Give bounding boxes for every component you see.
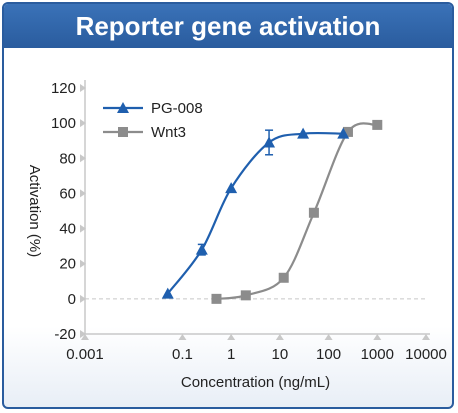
legend-marker bbox=[118, 127, 128, 137]
y-tick-label: 120 bbox=[51, 80, 76, 97]
y-axis-title: Activation (%) bbox=[26, 165, 43, 258]
y-tick-mark bbox=[80, 84, 86, 92]
legend-marker bbox=[117, 102, 129, 113]
legend-label: PG-008 bbox=[151, 100, 203, 117]
axes: -20 0 20 40 60 80 100 120 0.001 0.1 1 10 100 1000 1000… bbox=[51, 80, 447, 363]
y-tick-label: 80 bbox=[59, 150, 76, 167]
chart-svg: -20 0 20 40 60 80 100 120 0.001 0.1 1 10 100 1000 1000… bbox=[26, 80, 447, 391]
data-point-wnt3 bbox=[278, 272, 289, 283]
legend-item-wnt3: Wnt3 bbox=[103, 124, 186, 141]
x-tick-label: 10000 bbox=[405, 346, 447, 363]
x-tick-mark bbox=[324, 334, 333, 340]
data-point-pg-008 bbox=[337, 127, 350, 139]
data-point-pg-008 bbox=[195, 243, 208, 255]
y-tick-mark bbox=[80, 294, 86, 303]
data-point-wnt3 bbox=[211, 293, 222, 304]
x-tick-label: 0.001 bbox=[66, 346, 104, 363]
x-tick-mark bbox=[81, 334, 89, 340]
y-tick-label: 100 bbox=[51, 115, 76, 132]
x-tick-label: 1 bbox=[227, 346, 235, 363]
y-tick-mark bbox=[80, 154, 86, 163]
chart-title: Reporter gene activation bbox=[4, 4, 452, 48]
y-tick-label: 0 bbox=[68, 291, 76, 308]
data-point-wnt3 bbox=[308, 207, 319, 218]
data-point-wnt3 bbox=[342, 126, 353, 137]
y-tick-mark bbox=[80, 330, 86, 338]
y-tick-label: 20 bbox=[59, 256, 76, 273]
series-pg-008 bbox=[161, 127, 350, 299]
data-point-wnt3 bbox=[372, 119, 383, 130]
y-tick-label: 40 bbox=[59, 221, 76, 238]
data-point-pg-008 bbox=[297, 127, 310, 139]
data-point-pg-008 bbox=[263, 136, 276, 148]
legend: PG-008 Wnt3 bbox=[103, 100, 203, 141]
x-axis-title: Concentration (ng/mL) bbox=[181, 374, 330, 391]
x-tick-mark bbox=[227, 334, 236, 340]
x-tick-mark bbox=[373, 334, 382, 340]
x-tick-label: 0.1 bbox=[172, 346, 193, 363]
chart-panel: Reporter gene activation -20 0 20 40 60 80 100… bbox=[2, 2, 454, 409]
series-group bbox=[161, 119, 383, 304]
x-tick-mark bbox=[275, 334, 284, 340]
x-tick-mark bbox=[178, 334, 187, 340]
x-tick-label: 10 bbox=[272, 346, 289, 363]
x-tick-mark bbox=[422, 334, 430, 340]
y-tick-label: 60 bbox=[59, 185, 76, 202]
y-tick-mark bbox=[80, 224, 86, 233]
x-tick-label: 1000 bbox=[361, 346, 394, 363]
legend-item-pg-008: PG-008 bbox=[103, 100, 203, 117]
y-tick-mark bbox=[80, 259, 86, 268]
y-tick-mark bbox=[80, 189, 86, 198]
series-line-wnt3 bbox=[216, 122, 378, 300]
y-tick-mark bbox=[80, 119, 86, 128]
data-point-pg-008 bbox=[225, 182, 238, 194]
data-point-pg-008 bbox=[161, 287, 174, 299]
x-tick-label: 100 bbox=[316, 346, 341, 363]
y-tick-label: -20 bbox=[54, 326, 76, 343]
legend-label: Wnt3 bbox=[151, 124, 186, 141]
series-wnt3 bbox=[211, 119, 383, 304]
data-point-wnt3 bbox=[240, 290, 251, 301]
